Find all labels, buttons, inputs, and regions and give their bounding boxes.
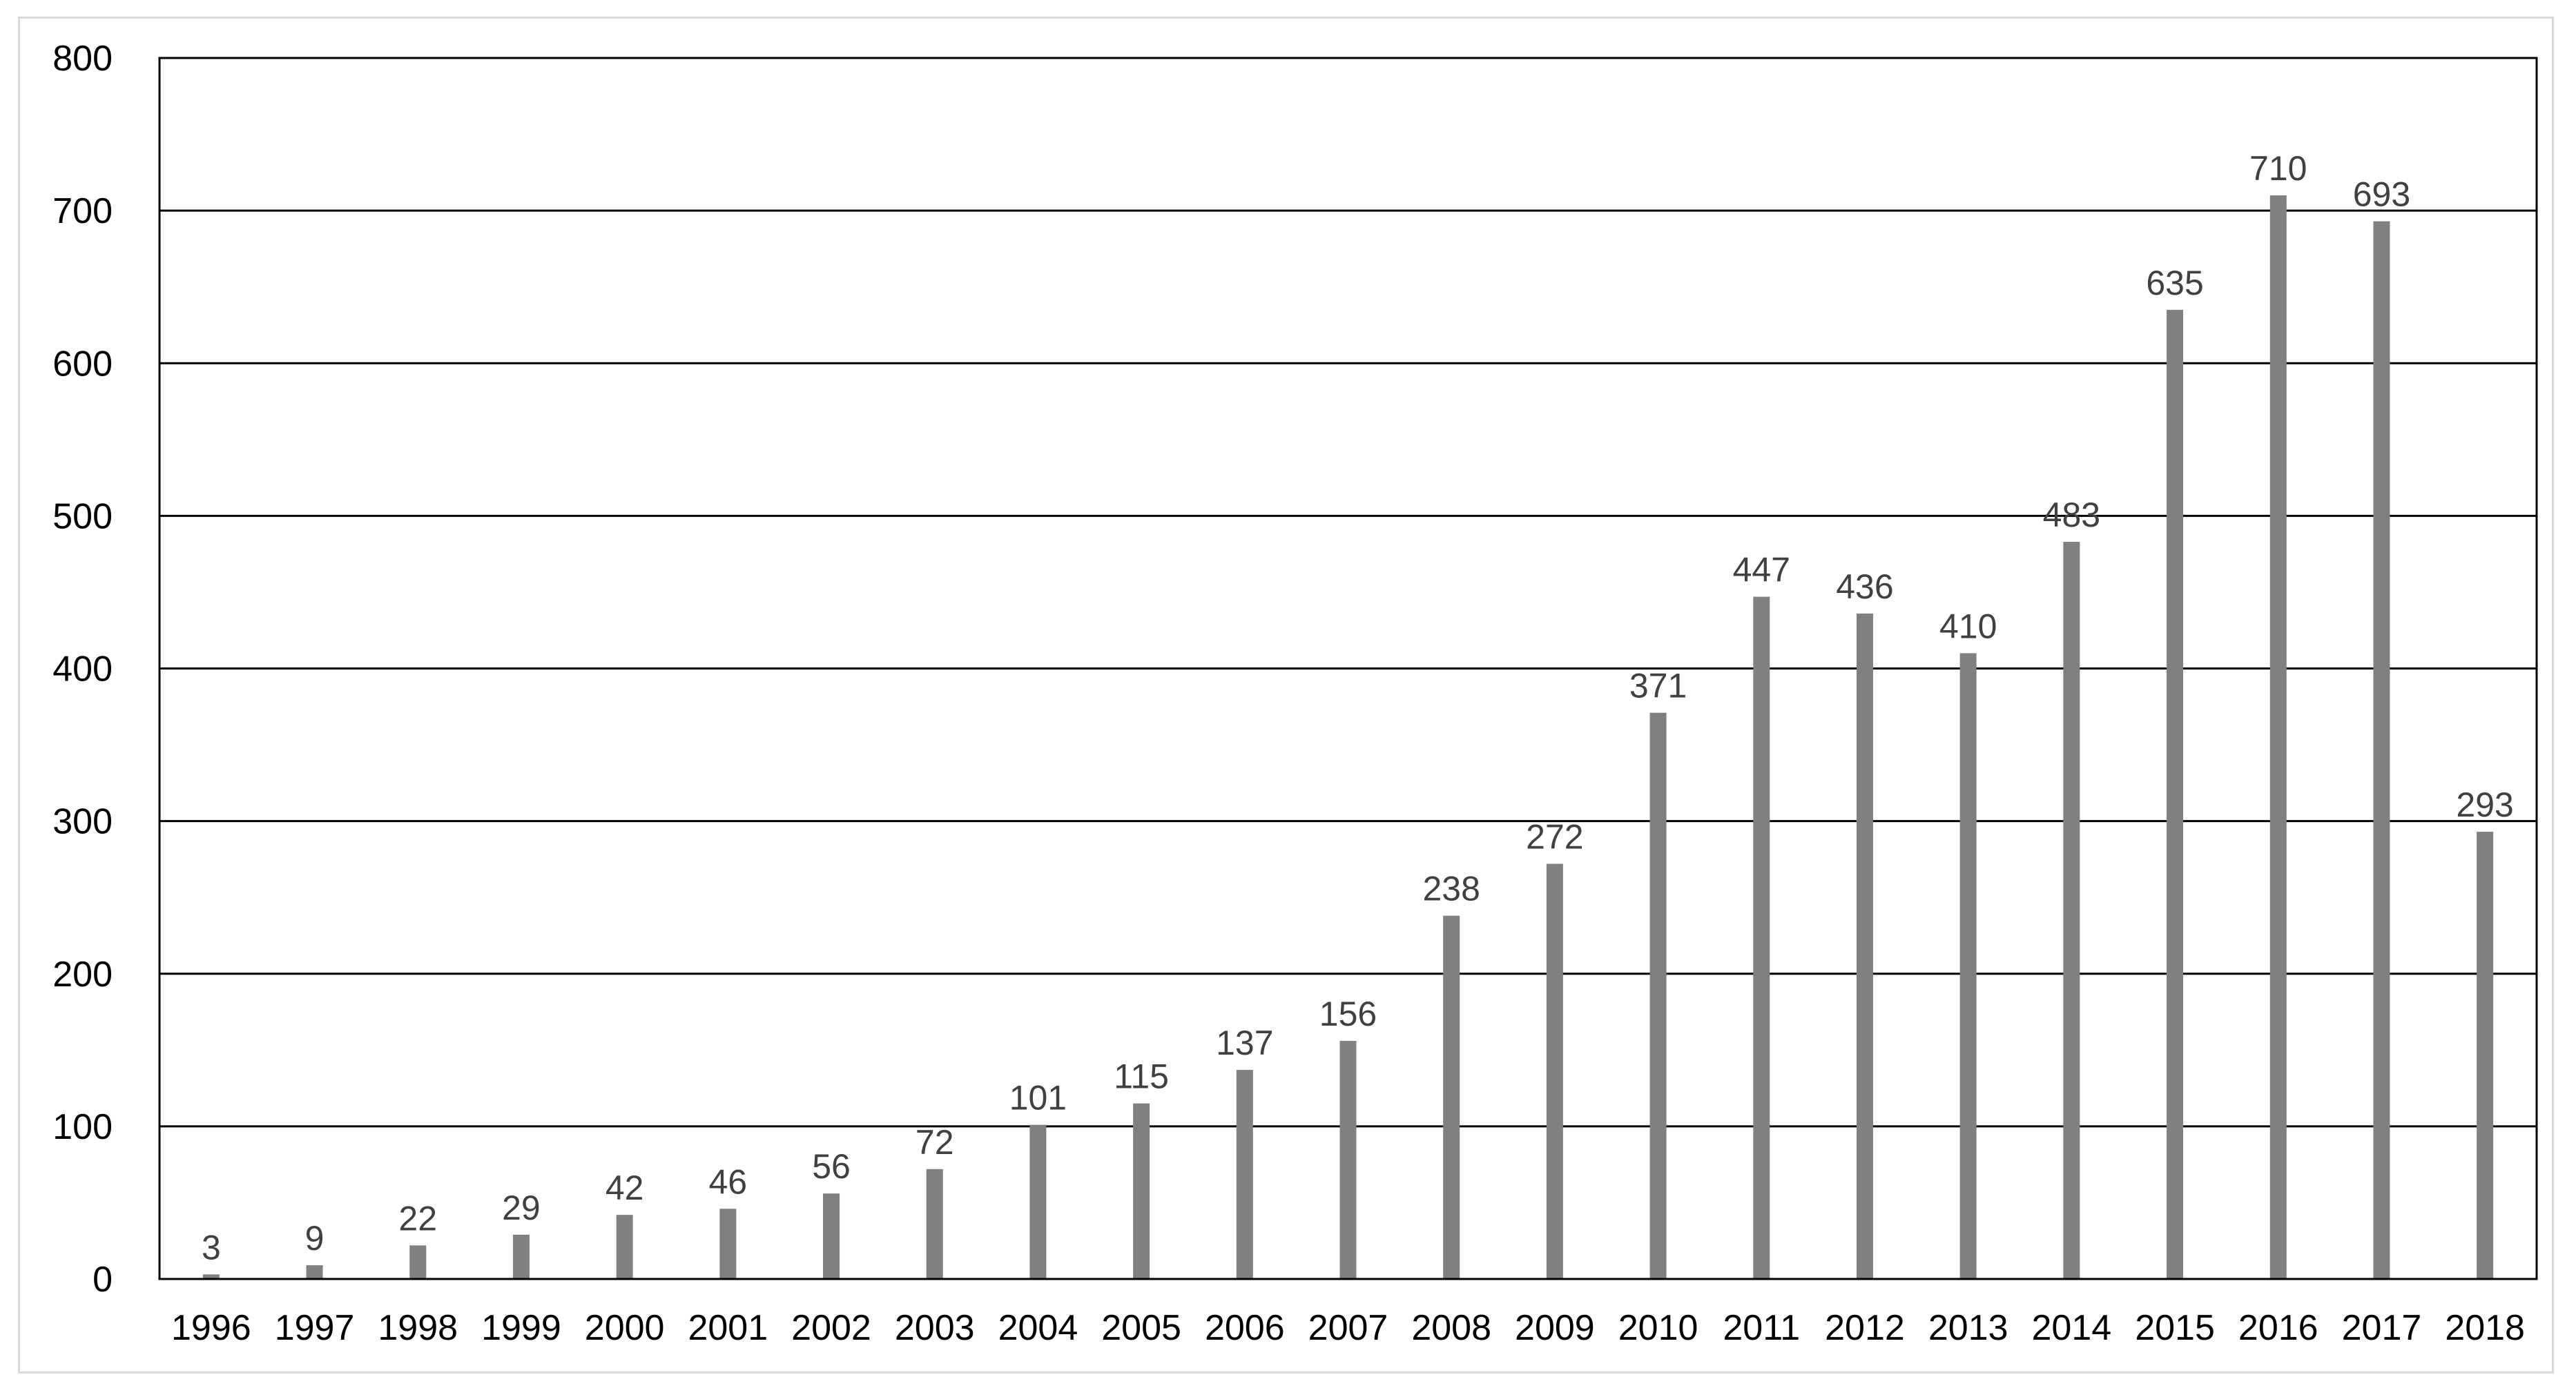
x-tick-label: 1997	[275, 1308, 355, 1348]
y-tick-label: 100	[52, 1107, 113, 1147]
data-labels: 3 9 22 29 42 46 56 72 101 115 137 156 238 272 371 447 43…	[202, 149, 2514, 1267]
y-tick-label: 200	[52, 955, 113, 995]
bar	[1443, 915, 1460, 1279]
data-label: 72	[916, 1123, 954, 1162]
y-tick-label: 0	[93, 1260, 113, 1300]
data-label: 371	[1629, 667, 1687, 705]
bar	[1856, 613, 1873, 1279]
bar	[1133, 1103, 1150, 1279]
bar	[1649, 712, 1667, 1279]
bar	[409, 1245, 427, 1279]
y-tick-label: 500	[52, 496, 113, 536]
x-tick-label: 2003	[895, 1308, 975, 1348]
y-tick-label: 400	[52, 649, 113, 690]
x-tick-label: 2009	[1515, 1308, 1595, 1348]
data-label: 483	[2043, 496, 2100, 534]
data-label: 9	[305, 1219, 325, 1258]
x-tick-label: 2018	[2445, 1308, 2525, 1348]
x-tick-label: 2002	[791, 1308, 871, 1348]
bar	[823, 1193, 840, 1279]
data-label: 42	[606, 1169, 644, 1207]
data-label: 115	[1114, 1057, 1169, 1096]
x-tick-label: 2007	[1308, 1308, 1388, 1348]
bar	[1959, 653, 1977, 1279]
x-tick-label: 2000	[585, 1308, 665, 1348]
data-label: 101	[1009, 1079, 1067, 1117]
bar	[1339, 1041, 1357, 1279]
x-tick-label: 2013	[1928, 1308, 2008, 1348]
bar	[1236, 1070, 1253, 1279]
data-label: 29	[502, 1189, 541, 1227]
y-tick-label: 600	[52, 344, 113, 384]
bar	[512, 1234, 530, 1279]
y-axis-ticks: 0 100 200 300 400 500 600 700 800	[52, 39, 113, 1300]
y-tick-label: 800	[52, 39, 113, 79]
data-label: 635	[2146, 264, 2203, 302]
x-tick-label: 2008	[1411, 1308, 1491, 1348]
data-label: 46	[709, 1162, 748, 1201]
bar	[2167, 309, 2184, 1280]
y-tick-label: 300	[52, 802, 113, 842]
bar	[2477, 832, 2494, 1279]
x-tick-label: 1998	[378, 1308, 458, 1348]
x-tick-label: 2015	[2135, 1308, 2215, 1348]
data-label: 447	[1733, 551, 1790, 589]
x-tick-label: 2012	[1825, 1308, 1905, 1348]
x-tick-label: 2017	[2342, 1308, 2422, 1348]
data-label: 410	[1939, 607, 1997, 645]
bar	[926, 1169, 943, 1279]
bar	[2063, 541, 2080, 1279]
x-tick-label: 2001	[688, 1308, 768, 1348]
bar	[1546, 863, 1563, 1279]
x-tick-label: 2004	[998, 1308, 1078, 1348]
data-label: 693	[2353, 175, 2410, 214]
bar	[1753, 596, 1770, 1279]
data-label: 293	[2456, 785, 2513, 824]
data-label: 137	[1216, 1024, 1273, 1062]
x-tick-label: 2010	[1618, 1308, 1698, 1348]
bar	[616, 1215, 633, 1279]
x-axis-ticks: 1996 1997 1998 1999 2000 2001 2002 2003 2004 2005…	[171, 1308, 2525, 1348]
x-tick-label: 2011	[1723, 1308, 1800, 1348]
bar	[2269, 195, 2287, 1280]
y-tick-label: 700	[52, 191, 113, 231]
data-label: 710	[2249, 149, 2307, 188]
data-label: 272	[1526, 818, 1583, 857]
bars	[202, 195, 2494, 1280]
data-label: 56	[812, 1147, 851, 1186]
x-tick-label: 1996	[171, 1308, 251, 1348]
bar	[306, 1265, 323, 1279]
x-tick-label: 1999	[481, 1308, 561, 1348]
data-label: 22	[398, 1199, 437, 1238]
gridlines	[159, 209, 2537, 1128]
x-tick-label: 2005	[1101, 1308, 1181, 1348]
data-label: 156	[1319, 995, 1377, 1033]
bar	[1029, 1124, 1047, 1279]
bar	[2373, 221, 2390, 1279]
bar	[719, 1209, 737, 1279]
x-tick-label: 2014	[2032, 1308, 2112, 1348]
data-label: 3	[202, 1228, 221, 1267]
plot-area-border	[158, 57, 2538, 1280]
chart-frame	[18, 17, 2554, 1374]
data-label: 238	[1422, 870, 1480, 908]
bar	[202, 1274, 220, 1279]
x-tick-label: 2006	[1205, 1308, 1285, 1348]
x-tick-label: 2016	[2238, 1308, 2318, 1348]
data-label: 436	[1836, 567, 1893, 606]
